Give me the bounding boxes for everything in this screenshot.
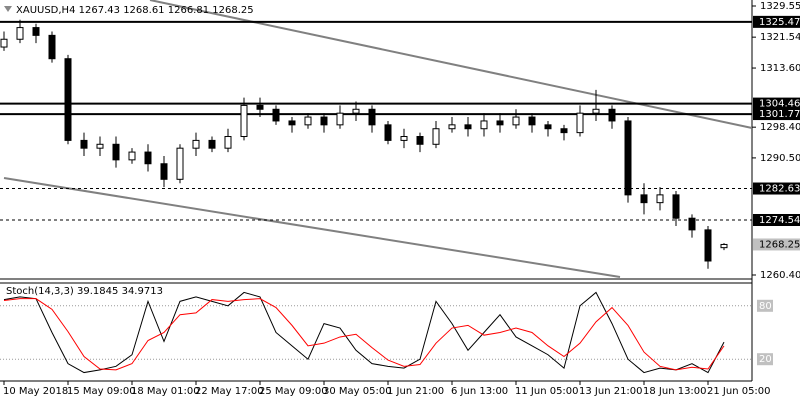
level-label-box — [753, 15, 800, 28]
y-tick-label: 80 — [759, 301, 772, 312]
level-label-box — [753, 108, 800, 121]
candle-body — [432, 128, 440, 145]
x-tick-label: 22 May 17:00 — [195, 386, 264, 397]
candle-body — [464, 124, 472, 130]
level-label: 1282.63 — [759, 184, 800, 195]
x-tick-label: 13 Jun 21:00 — [579, 386, 643, 397]
candle-body — [480, 120, 488, 130]
candle-body — [720, 243, 728, 249]
chart-header: XAUUSD,H4 1267.43 1268.61 1266.81 1268.2… — [16, 5, 254, 16]
candle-body — [448, 124, 456, 130]
header-close: 1268.25 — [212, 5, 253, 16]
candle-body — [272, 108, 280, 122]
candle-body — [672, 194, 680, 219]
level-label: 1301.77 — [759, 109, 800, 120]
candle-body — [208, 139, 216, 149]
candle-body — [224, 136, 232, 149]
indicator-k: 39.1845 — [77, 286, 118, 297]
level-label: 1304.46 — [759, 99, 800, 110]
candle-body — [496, 120, 504, 126]
symbol: XAUUSD,H4 — [16, 5, 75, 16]
candle-body — [512, 116, 520, 126]
candle-body — [160, 163, 168, 180]
candle-body — [64, 58, 72, 141]
current-price-box — [753, 238, 800, 251]
candle-body — [544, 124, 552, 130]
level-label-box — [753, 97, 800, 110]
level-label: 1325.47 — [759, 17, 800, 28]
y-tick-label: 1313.60 — [760, 63, 800, 74]
indicator-title: Stoch(14,3,3) — [6, 286, 74, 297]
candle-body — [304, 116, 312, 126]
candle-body — [560, 128, 568, 134]
y-tick-box — [757, 299, 773, 312]
candle-body — [96, 143, 104, 149]
stoch-line — [3, 298, 725, 371]
candle-body — [80, 139, 88, 149]
x-tick-label: 6 Jun 13:00 — [451, 386, 508, 397]
candle-body — [320, 116, 328, 126]
candle-body — [640, 194, 648, 204]
candle-body — [240, 104, 248, 138]
candle-body — [352, 108, 360, 114]
candle-body — [48, 34, 56, 60]
current-price-label: 1268.25 — [759, 239, 800, 250]
x-tick-label: 21 Jun 05:00 — [707, 386, 771, 397]
level-label-box — [753, 182, 800, 195]
indicator-header: Stoch(14,3,3) 39.1845 34.9713 — [6, 286, 163, 297]
trend-line — [3, 177, 621, 278]
candle-body — [656, 194, 664, 204]
candle-body — [288, 120, 296, 126]
x-tick-label: 10 May 2018 — [3, 386, 68, 397]
x-tick-label: 15 May 09:00 — [67, 386, 136, 397]
candle-body — [592, 108, 600, 114]
x-tick-label: 30 May 05:00 — [323, 386, 392, 397]
candle-body — [128, 151, 136, 161]
stoch-line — [3, 291, 725, 374]
candle-body — [144, 151, 152, 165]
candle-body — [256, 104, 264, 110]
candle-body — [400, 136, 408, 141]
y-tick-label: 1290.50 — [760, 153, 800, 164]
y-tick-label: 20 — [759, 354, 772, 365]
header-open: 1267.43 — [79, 5, 120, 16]
candle-body — [576, 112, 584, 134]
candle-body — [192, 139, 200, 149]
x-tick-label: 18 May 01:00 — [131, 386, 200, 397]
candle-body — [688, 217, 696, 231]
candle-body — [16, 27, 24, 40]
x-tick-label: 18 Jun 13:00 — [643, 386, 707, 397]
header-low: 1266.81 — [168, 5, 209, 16]
level-label-box — [753, 213, 800, 226]
candle-body — [384, 124, 392, 141]
y-tick-box — [757, 353, 773, 366]
y-tick-label: 1321.54 — [760, 32, 800, 43]
x-tick-label: 1 Jun 21:00 — [387, 386, 444, 397]
candle-body — [704, 229, 712, 262]
x-tick-label: 25 May 09:00 — [259, 386, 328, 397]
candle-body — [624, 120, 632, 196]
candle-body — [0, 38, 8, 48]
candle-body — [32, 27, 40, 36]
candle-body — [176, 147, 184, 180]
header-high: 1268.61 — [123, 5, 164, 16]
candle-body — [416, 136, 424, 145]
x-tick-label: 11 Jun 05:00 — [515, 386, 579, 397]
indicator-d: 34.9713 — [122, 286, 163, 297]
candle-body — [336, 112, 344, 126]
y-tick-label: 1260.40 — [760, 270, 800, 281]
y-tick-label: 1298.40 — [760, 122, 800, 133]
candle-body — [112, 143, 120, 161]
candle-body — [608, 108, 616, 122]
candle-body — [368, 108, 376, 126]
candle-body — [528, 116, 536, 126]
y-tick-label: 1329.55 — [760, 1, 800, 12]
level-label: 1274.54 — [759, 215, 800, 226]
symbol-icon — [4, 6, 12, 12]
